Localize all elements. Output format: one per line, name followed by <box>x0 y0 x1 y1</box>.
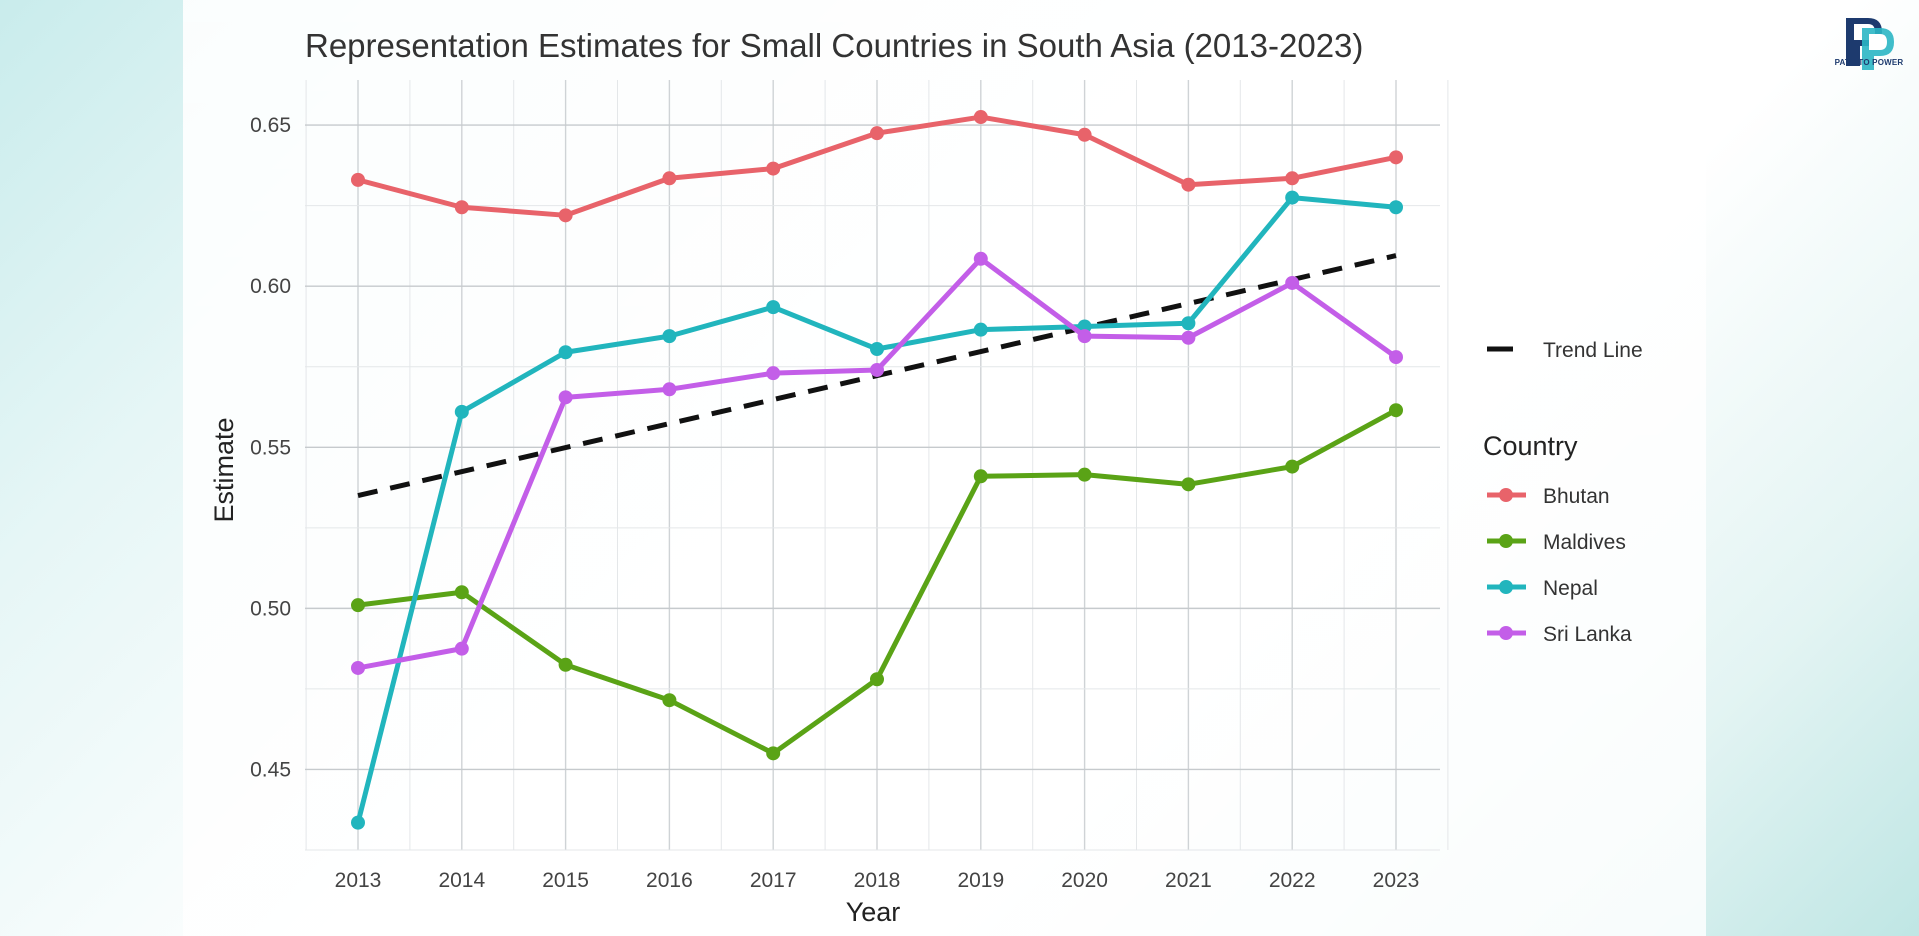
data-point-maldives <box>1181 477 1196 492</box>
data-point-sri-lanka <box>1077 329 1092 344</box>
data-point-sri-lanka <box>662 382 677 397</box>
data-point-bhutan <box>1181 177 1196 192</box>
data-point-nepal <box>1285 190 1300 205</box>
axes: 0.45 0.50 0.55 0.60 0.65 2013 2014 2015 2016 2017… <box>250 114 1419 892</box>
x-tick-label: 2021 <box>1165 869 1212 892</box>
data-point-nepal <box>973 322 988 337</box>
data-point-bhutan <box>1285 171 1300 186</box>
chart-title: Representation Estimates for Small Count… <box>305 27 1363 64</box>
data-point-bhutan <box>1389 150 1403 165</box>
data-point-maldives <box>766 746 781 761</box>
path-to-power-logo <box>1846 18 1894 70</box>
x-axis-title: Year <box>846 897 901 927</box>
x-tick-label: 2015 <box>542 869 589 892</box>
series-layer <box>351 110 1403 830</box>
data-point-bhutan <box>558 208 573 223</box>
legend-title: Country <box>1483 431 1578 461</box>
data-point-nepal <box>766 300 781 315</box>
y-tick-label: 0.45 <box>250 758 291 781</box>
grid <box>305 80 1449 851</box>
y-tick-label: 0.65 <box>250 114 291 137</box>
data-point-bhutan <box>973 110 988 125</box>
data-point-maldives <box>870 672 884 687</box>
legend-swatch-point-sri-lanka <box>1499 626 1513 640</box>
data-point-sri-lanka <box>1181 330 1196 345</box>
legend: Trend Line Country Bhutan Maldives Nepal Sr… <box>1483 339 1643 646</box>
data-point-maldives <box>1285 459 1300 474</box>
x-tick-label: 2017 <box>750 869 797 892</box>
data-point-sri-lanka <box>351 660 365 675</box>
y-tick-label: 0.60 <box>250 275 291 298</box>
data-point-sri-lanka <box>973 251 988 266</box>
data-point-bhutan <box>1077 127 1092 142</box>
x-tick-label: 2019 <box>957 869 1004 892</box>
data-point-nepal <box>1077 319 1092 334</box>
data-point-bhutan <box>454 200 469 215</box>
data-point-sri-lanka <box>454 641 469 656</box>
legend-swatch-point-maldives <box>1499 534 1513 548</box>
legend-label-sri-lanka: Sri Lanka <box>1543 623 1632 646</box>
x-tick-label: 2014 <box>438 869 485 892</box>
data-point-nepal <box>662 329 677 344</box>
data-point-sri-lanka <box>1285 275 1300 290</box>
data-point-maldives <box>1077 467 1092 482</box>
data-point-sri-lanka <box>766 366 781 381</box>
data-point-nepal <box>870 342 884 357</box>
x-tick-label: 2022 <box>1269 869 1316 892</box>
data-point-sri-lanka <box>558 390 573 405</box>
data-point-bhutan <box>351 172 365 187</box>
legend-swatch-point-bhutan <box>1499 488 1513 502</box>
data-point-nepal <box>454 404 469 419</box>
x-tick-label: 2016 <box>646 869 693 892</box>
data-point-maldives <box>558 657 573 672</box>
legend-items: Bhutan Maldives Nepal Sri Lanka <box>1487 485 1632 646</box>
data-point-maldives <box>351 598 365 613</box>
data-point-bhutan <box>766 161 781 176</box>
data-point-nepal <box>1181 316 1196 331</box>
data-point-maldives <box>1389 403 1403 418</box>
legend-label-maldives: Maldives <box>1543 531 1626 554</box>
x-tick-label: 2013 <box>335 869 382 892</box>
y-tick-label: 0.50 <box>250 597 291 620</box>
legend-label-bhutan: Bhutan <box>1543 485 1610 508</box>
legend-swatch-point-nepal <box>1499 580 1513 594</box>
chart-panel <box>183 0 1706 936</box>
logo-text: PATH TO POWER <box>1834 58 1904 67</box>
x-tick-label: 2018 <box>854 869 901 892</box>
data-point-bhutan <box>870 126 884 141</box>
data-point-sri-lanka <box>1389 350 1403 365</box>
data-point-nepal <box>558 345 573 360</box>
legend-trend-line-label: Trend Line <box>1543 339 1643 362</box>
data-point-nepal <box>351 815 365 830</box>
data-point-bhutan <box>662 171 677 186</box>
data-point-sri-lanka <box>870 362 884 377</box>
x-tick-label: 2023 <box>1373 869 1420 892</box>
y-axis-title: Estimate <box>209 417 239 522</box>
data-point-maldives <box>973 469 988 484</box>
x-tick-label: 2020 <box>1061 869 1108 892</box>
y-tick-label: 0.55 <box>250 436 291 459</box>
legend-label-nepal: Nepal <box>1543 577 1598 600</box>
data-point-nepal <box>1389 200 1403 215</box>
data-point-maldives <box>454 585 469 600</box>
data-point-maldives <box>662 693 677 708</box>
